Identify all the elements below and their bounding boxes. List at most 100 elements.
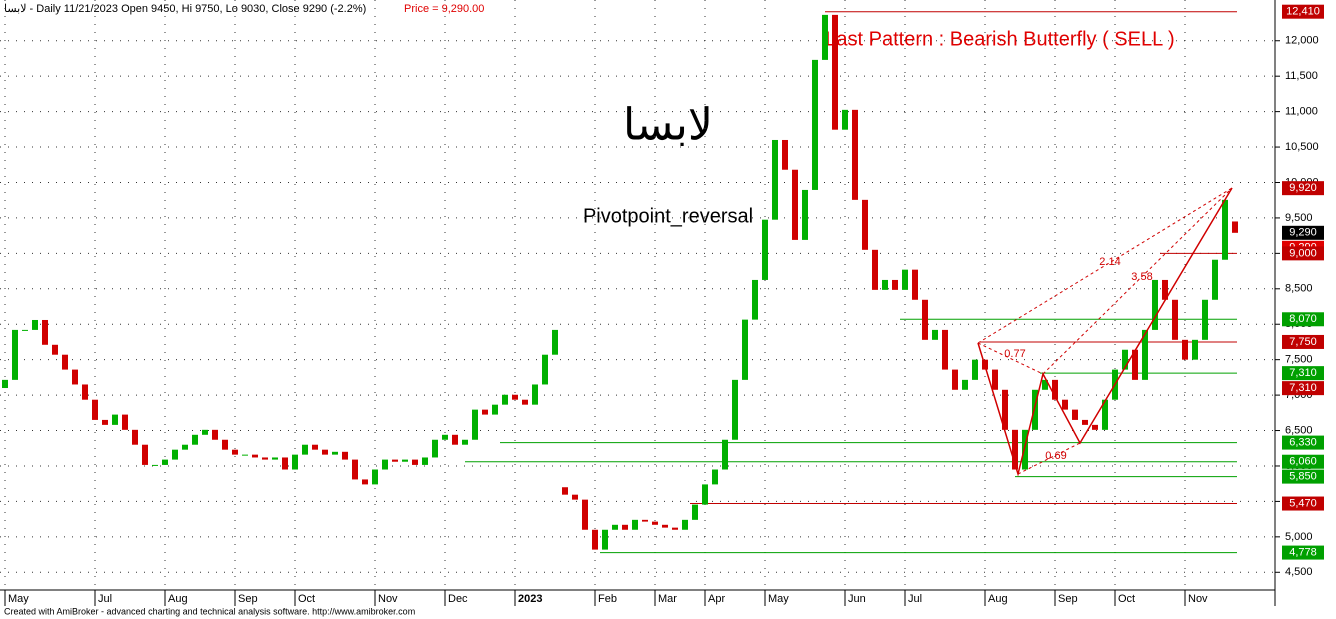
candle-body <box>1072 409 1078 420</box>
candle-body <box>1022 429 1028 470</box>
level-label: 4,778 <box>1289 546 1317 558</box>
candle-body <box>762 219 768 280</box>
level-box <box>1282 454 1324 469</box>
candle-body <box>662 524 668 528</box>
candle-body <box>862 199 868 250</box>
pattern-label: Last Pattern : Bearish Butterfly ( SELL … <box>825 28 1174 50</box>
y-tick-label: 8,500 <box>1285 283 1313 295</box>
candle-body <box>1082 419 1088 425</box>
y-tick-label: 12,000 <box>1285 35 1319 47</box>
candle-body <box>12 329 18 380</box>
candle-body <box>582 499 588 530</box>
level-label: 7,310 <box>1289 382 1317 394</box>
candle-body <box>1192 339 1198 360</box>
candle-body <box>822 14 828 60</box>
candle-body <box>1222 199 1228 260</box>
candle-body <box>272 457 278 460</box>
candle-body <box>752 279 758 320</box>
candle-body <box>352 459 358 480</box>
annotation: 0.77 <box>1004 348 1025 360</box>
level-box <box>1282 366 1324 381</box>
candle-body <box>192 434 198 445</box>
level-label: 5,850 <box>1289 471 1317 483</box>
candle-body <box>782 139 788 170</box>
candle-body <box>842 109 848 130</box>
candle-body <box>292 454 298 470</box>
candle-body <box>602 529 608 550</box>
candle-body <box>502 394 508 405</box>
candle-body <box>142 444 148 465</box>
candle-body <box>362 479 368 485</box>
candle-body <box>102 419 108 425</box>
annotation: 2.14 <box>1099 256 1120 268</box>
candle-body <box>692 504 698 520</box>
level-label: 6,060 <box>1289 456 1317 468</box>
x-tick-label: Apr <box>708 593 725 605</box>
candle-body <box>202 429 208 435</box>
candle-body <box>702 484 708 505</box>
candle-body <box>832 14 838 130</box>
candle-body <box>652 521 658 525</box>
level-label: 6,330 <box>1289 436 1317 448</box>
candle-body <box>422 457 428 465</box>
header-price: Price = 9,290.00 <box>404 3 484 15</box>
candle-body <box>92 399 98 420</box>
candle-body <box>312 444 318 450</box>
candle-body <box>1092 424 1098 430</box>
y-tick-label: 11,500 <box>1285 70 1318 82</box>
candle-body <box>712 469 718 485</box>
candle-body <box>262 457 268 460</box>
x-tick-label: May <box>8 593 29 605</box>
candle-body <box>232 449 238 455</box>
x-tick-label: Jul <box>98 593 112 605</box>
candle-body <box>612 524 618 530</box>
candle-body <box>732 379 738 440</box>
candle-body <box>1142 329 1148 380</box>
annotation: 0.69 <box>1045 450 1066 462</box>
level-label: 7,310 <box>1289 367 1317 379</box>
x-tick-label: Sep <box>1058 593 1078 605</box>
candle-body <box>1122 349 1128 370</box>
candle-body <box>892 279 898 290</box>
candle-body <box>1162 279 1168 300</box>
candle-body <box>342 451 348 460</box>
candle-body <box>1002 389 1008 430</box>
x-tick-label: Dec <box>448 593 468 605</box>
x-tick-label: 2023 <box>518 593 542 605</box>
candle-body <box>482 409 488 415</box>
x-tick-label: Aug <box>168 593 188 605</box>
candle-body <box>912 269 918 300</box>
level-box <box>1282 225 1324 240</box>
x-tick-label: Mar <box>658 593 677 605</box>
candle-body <box>72 369 78 385</box>
candle-body <box>402 459 408 462</box>
x-tick-label: Sep <box>238 593 258 605</box>
x-tick-label: Nov <box>1188 593 1208 605</box>
title: لابسا <box>623 101 713 150</box>
level-box <box>1282 246 1324 261</box>
level-label: 12,410 <box>1286 6 1320 18</box>
candle-body <box>462 439 468 445</box>
candle-body <box>392 459 398 462</box>
candle-body <box>542 354 548 385</box>
candle-body <box>1062 399 1068 410</box>
candle-body <box>212 429 218 440</box>
candle-body <box>302 444 308 455</box>
candle-body <box>852 109 858 200</box>
candle-body <box>322 449 328 455</box>
x-tick-label: Nov <box>378 593 398 605</box>
x-tick-label: May <box>768 593 789 605</box>
x-tick-label: Aug <box>988 593 1008 605</box>
candle-body <box>932 329 938 340</box>
level-label: 9,000 <box>1289 247 1317 259</box>
candle-body <box>152 464 158 466</box>
x-tick-label: Jun <box>848 593 866 605</box>
y-tick-label: 9,500 <box>1285 212 1313 224</box>
footer: Created with AmiBroker - advanced charti… <box>4 606 415 616</box>
candle-body <box>1172 299 1178 340</box>
pattern-dash <box>977 187 1233 344</box>
y-tick-label: 10,500 <box>1285 141 1319 153</box>
candle-body <box>672 527 678 530</box>
